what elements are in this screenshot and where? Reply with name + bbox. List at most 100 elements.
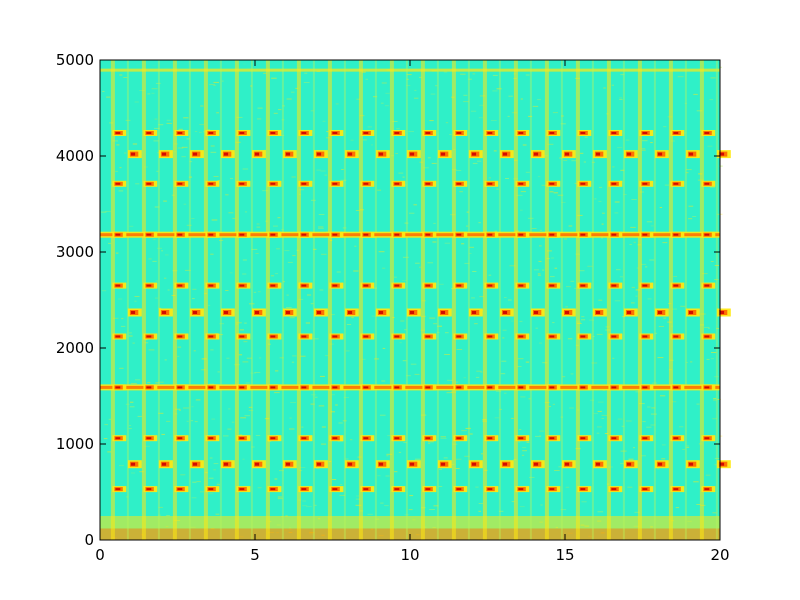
spectrogram-speckle xyxy=(560,509,567,511)
spectrogram-speckle xyxy=(719,165,723,167)
spectrogram-speckle xyxy=(213,469,216,471)
spectrogram-speckle xyxy=(583,161,586,163)
spectrogram-speckle xyxy=(508,95,513,97)
spectrogram-speckle xyxy=(617,418,623,420)
alternate-pulse xyxy=(533,462,539,466)
spectrogram-speckle xyxy=(621,425,625,427)
harmonic-pulse xyxy=(146,437,152,440)
spectrogram-speckle xyxy=(712,418,718,420)
spectrogram-speckle xyxy=(208,383,214,385)
spectrogram-speckle xyxy=(155,280,158,282)
spectrogram-speckle xyxy=(191,497,197,499)
harmonic-pulse xyxy=(239,335,245,338)
harmonic-pulse xyxy=(704,488,710,491)
harmonic-pulse xyxy=(394,386,400,389)
spectrogram-speckle xyxy=(436,331,440,333)
spectrogram-speckle xyxy=(153,239,156,241)
spectrogram-speckle xyxy=(633,447,636,449)
spectrogram-speckle xyxy=(155,382,160,384)
spectrogram-speckle xyxy=(504,392,507,394)
harmonic-pulse xyxy=(704,182,710,185)
spectrogram-speckle xyxy=(147,93,151,95)
harmonic-pulse xyxy=(239,386,245,389)
x-tick-label: 15 xyxy=(555,546,574,564)
spectrogram-speckle xyxy=(320,170,326,172)
spectrogram-speckle xyxy=(322,120,326,122)
spectrogram-speckle xyxy=(427,442,431,444)
alternate-pulse xyxy=(223,462,229,466)
spectrogram-speckle xyxy=(408,131,414,132)
spectrogram-speckle xyxy=(675,507,680,509)
spectrogram-speckle xyxy=(714,279,719,280)
harmonic-pulse xyxy=(549,437,555,440)
spectrogram-speckle xyxy=(402,280,407,282)
spectrogram-speckle xyxy=(135,183,140,185)
spectrogram-speckle xyxy=(431,162,437,164)
spectrogram-speckle xyxy=(520,191,526,193)
spectrogram-speckle xyxy=(386,455,389,457)
spectrogram-speckle xyxy=(554,470,560,471)
harmonic-pulse xyxy=(177,284,183,287)
spectrogram-speckle xyxy=(437,325,442,327)
spectrogram-speckle xyxy=(278,109,282,111)
spectrogram-speckle xyxy=(335,404,338,406)
spectrogram-speckle xyxy=(276,248,280,250)
spectrogram-speckle xyxy=(625,139,630,141)
harmonic-pulse xyxy=(456,284,462,287)
alternate-pulse xyxy=(130,462,136,466)
spectrogram-speckle xyxy=(184,269,191,271)
spectrogram-speckle xyxy=(612,357,615,359)
spectrogram-speckle xyxy=(659,395,666,397)
harmonic-pulse xyxy=(580,386,586,389)
spectrogram-speckle xyxy=(714,458,720,459)
spectrogram-speckle xyxy=(562,376,566,378)
spectrogram-speckle xyxy=(511,501,515,503)
harmonic-pulse xyxy=(394,182,400,185)
spectrogram-speckle xyxy=(132,342,135,344)
spectrogram-speckle xyxy=(399,342,402,344)
spectrogram-speckle xyxy=(476,370,482,372)
spectrogram-speckle xyxy=(125,403,130,405)
spectrogram-speckle xyxy=(313,338,319,340)
spectrogram-speckle xyxy=(216,482,220,484)
spectrogram-speckle xyxy=(324,355,329,357)
spectrogram-speckle xyxy=(167,289,170,291)
alternate-pulse xyxy=(161,152,167,156)
spectrogram-speckle xyxy=(256,226,261,228)
spectrogram-speckle xyxy=(541,184,547,186)
spectrogram-speckle xyxy=(193,350,196,352)
pulse-onset xyxy=(126,60,129,540)
spectrogram-speckle xyxy=(380,102,384,104)
alternate-pulse xyxy=(626,311,632,314)
spectrogram-speckle xyxy=(433,222,436,224)
harmonic-pulse xyxy=(549,488,555,491)
spectrogram-speckle xyxy=(414,89,417,91)
harmonic-pulse xyxy=(456,335,462,338)
spectrogram-speckle xyxy=(274,478,278,480)
spectrogram-speckle xyxy=(128,335,133,337)
harmonic-pulse xyxy=(177,233,183,236)
spectrogram-speckle xyxy=(342,227,347,229)
x-tick-label: 10 xyxy=(400,546,419,564)
spectrogram-speckle xyxy=(337,441,344,443)
spectrogram-speckle xyxy=(181,156,186,158)
spectrogram-speckle xyxy=(479,104,484,106)
alternate-pulse xyxy=(130,152,136,156)
harmonic-pulse xyxy=(115,182,121,185)
spectrogram-speckle xyxy=(601,237,603,239)
spectrogram-speckle xyxy=(380,502,384,504)
spectrogram-speckle xyxy=(537,99,541,101)
spectrogram-speckle xyxy=(478,222,481,224)
spectrogram-speckle xyxy=(711,352,717,353)
spectrogram-speckle xyxy=(353,270,359,272)
spectrogram-speckle xyxy=(310,303,314,305)
spectrogram-speckle xyxy=(714,376,719,378)
spectrogram-speckle xyxy=(242,168,249,170)
spectrogram-speckle xyxy=(321,443,326,445)
spectrogram-speckle xyxy=(463,377,466,379)
spectrogram-speckle xyxy=(601,414,608,416)
pulse-onset xyxy=(250,60,253,540)
harmonic-pulse xyxy=(177,335,183,338)
harmonic-pulse xyxy=(518,284,524,287)
spectrogram-speckle xyxy=(537,176,541,178)
